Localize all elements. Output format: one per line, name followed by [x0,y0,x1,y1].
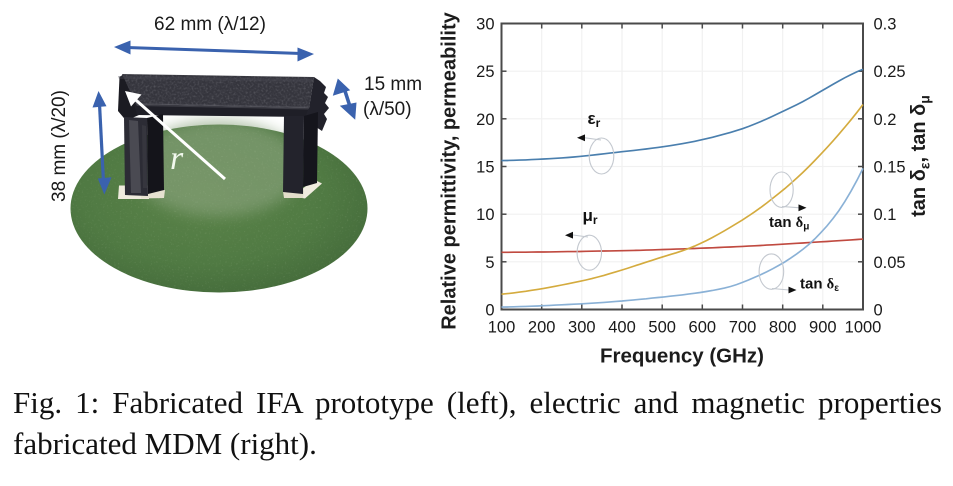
svg-text:15 mm: 15 mm [364,74,422,95]
svg-text:600: 600 [689,319,717,337]
svg-text:tan δμ: tan δμ [769,214,809,233]
svg-text:Frequency (GHz): Frequency (GHz) [600,345,764,368]
svg-text:38 mm (λ/20): 38 mm (λ/20) [49,90,70,202]
svg-text:1000: 1000 [845,319,882,337]
svg-text:10: 10 [476,206,494,224]
svg-text:30: 30 [476,16,494,34]
svg-text:0.25: 0.25 [874,63,906,81]
svg-text:62 mm (λ/12): 62 mm (λ/12) [154,14,266,35]
svg-text:0.05: 0.05 [874,254,906,272]
svg-text:5: 5 [485,254,494,272]
svg-text:700: 700 [729,319,757,337]
svg-text:0.2: 0.2 [874,111,897,129]
svg-text:15: 15 [476,159,494,177]
svg-text:0.15: 0.15 [874,159,906,177]
svg-text:800: 800 [769,319,797,337]
svg-text:μr: μr [583,206,598,227]
svg-text:0: 0 [485,302,494,320]
svg-text:0: 0 [874,302,883,320]
svg-text:900: 900 [809,319,837,337]
svg-text:tan δε: tan δε [800,276,839,295]
svg-text:200: 200 [528,319,556,337]
svg-text:(λ/50): (λ/50) [363,99,412,120]
svg-text:εr: εr [588,109,601,130]
svg-text:300: 300 [568,319,596,337]
svg-text:100: 100 [488,319,516,337]
svg-text:r: r [170,140,184,177]
svg-text:0.1: 0.1 [874,206,897,224]
svg-text:0.3: 0.3 [874,16,897,34]
svg-text:400: 400 [608,319,636,337]
svg-text:20: 20 [476,111,494,129]
svg-text:25: 25 [476,63,494,81]
svg-text:tan δε, tan δμ: tan δε, tan δμ [908,95,933,217]
svg-text:500: 500 [648,319,676,337]
svg-text:Relative permittivity, permeab: Relative permittivity, permeability [439,11,461,329]
